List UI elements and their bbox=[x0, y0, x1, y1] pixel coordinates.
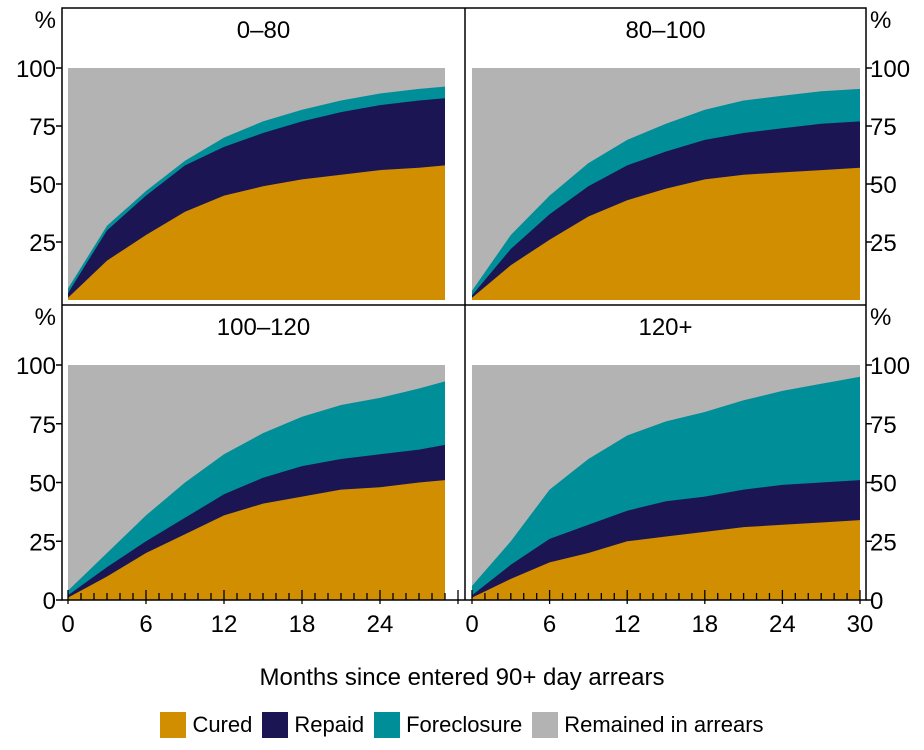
y-tick-label-left: 25 bbox=[29, 230, 56, 257]
legend-item-repaid: Repaid bbox=[262, 712, 364, 738]
y-tick-label-left: 0 bbox=[43, 588, 56, 615]
y-unit-left: % bbox=[35, 7, 56, 34]
area-cured-panel-4 bbox=[472, 520, 860, 600]
y-tick-label-left: 50 bbox=[29, 172, 56, 199]
legend-swatch-cured bbox=[160, 712, 187, 738]
x-tick-label: 24 bbox=[367, 611, 394, 638]
panel-title-2: 80–100 bbox=[625, 17, 705, 44]
legend-label-foreclosure: Foreclosure bbox=[406, 712, 523, 737]
x-tick-label: 24 bbox=[769, 611, 796, 638]
y-tick-label-left: 100 bbox=[16, 353, 56, 380]
x-tick-label: 30 bbox=[847, 611, 874, 638]
legend-label-remained: Remained in arrears bbox=[564, 712, 764, 737]
y-unit-right: % bbox=[870, 304, 891, 331]
area-cured-panel-1 bbox=[68, 165, 445, 300]
x-tick-label: 0 bbox=[61, 611, 74, 638]
x-tick-label: 6 bbox=[139, 611, 152, 638]
x-tick-label: 12 bbox=[211, 611, 238, 638]
y-tick-label-left: 100 bbox=[16, 56, 56, 83]
y-tick-label-right: 100 bbox=[870, 353, 910, 380]
y-tick-label-right: 75 bbox=[870, 412, 897, 439]
x-tick-label: 18 bbox=[691, 611, 718, 638]
y-tick-label-right: 25 bbox=[870, 230, 897, 257]
legend-item-remained: Remained in arrears bbox=[532, 712, 764, 738]
legend-item-cured: Cured bbox=[160, 712, 252, 738]
legend-label-cured: Cured bbox=[192, 712, 253, 737]
panel-title-3: 100–120 bbox=[217, 314, 310, 341]
y-tick-label-left: 75 bbox=[29, 412, 56, 439]
x-tick-label: 6 bbox=[543, 611, 556, 638]
y-unit-left: % bbox=[35, 304, 56, 331]
legend-item-foreclosure: Foreclosure bbox=[374, 712, 522, 738]
x-tick-label: 0 bbox=[465, 611, 478, 638]
legend-label-repaid: Repaid bbox=[294, 712, 365, 737]
legend: Cured Repaid Foreclosure Remained in arr… bbox=[0, 707, 924, 743]
x-tick-label: 18 bbox=[289, 611, 316, 638]
y-tick-label-left: 50 bbox=[29, 471, 56, 498]
legend-swatch-remained bbox=[532, 712, 559, 738]
y-tick-label-right: 50 bbox=[870, 471, 897, 498]
legend-swatch-foreclosure bbox=[374, 712, 401, 738]
chart-frame bbox=[61, 7, 867, 601]
y-tick-label-left: 25 bbox=[29, 529, 56, 556]
x-axis-label: Months since entered 90+ day arrears bbox=[259, 664, 665, 691]
y-tick-label-right: 0 bbox=[870, 588, 883, 615]
area-cured-panel-3 bbox=[68, 480, 445, 600]
y-unit-right: % bbox=[870, 7, 891, 34]
y-tick-label-left: 75 bbox=[29, 114, 56, 141]
panel-title-4: 120+ bbox=[638, 314, 692, 341]
area-cured-panel-2 bbox=[472, 167, 860, 300]
panel-title-1: 0–80 bbox=[237, 17, 290, 44]
y-tick-label-right: 100 bbox=[870, 56, 910, 83]
y-tick-label-right: 25 bbox=[870, 529, 897, 556]
legend-swatch-repaid bbox=[262, 712, 289, 738]
y-tick-label-right: 75 bbox=[870, 114, 897, 141]
y-tick-label-right: 50 bbox=[870, 172, 897, 199]
x-tick-label: 12 bbox=[614, 611, 641, 638]
